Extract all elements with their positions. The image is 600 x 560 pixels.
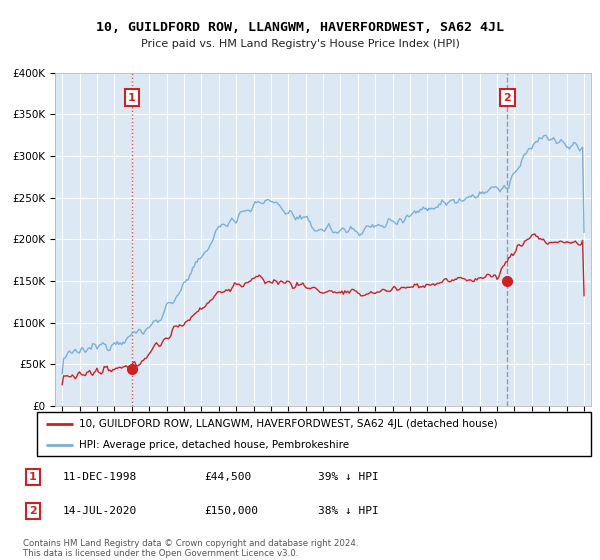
Text: HPI: Average price, detached house, Pembrokeshire: HPI: Average price, detached house, Pemb… (79, 440, 349, 450)
Text: 11-DEC-1998: 11-DEC-1998 (63, 472, 137, 482)
Text: £44,500: £44,500 (204, 472, 251, 482)
Text: £150,000: £150,000 (204, 506, 258, 516)
Text: 2: 2 (29, 506, 37, 516)
Text: 2: 2 (503, 93, 511, 103)
Text: 10, GUILDFORD ROW, LLANGWM, HAVERFORDWEST, SA62 4JL (detached house): 10, GUILDFORD ROW, LLANGWM, HAVERFORDWES… (79, 419, 497, 429)
Text: 39% ↓ HPI: 39% ↓ HPI (318, 472, 379, 482)
Text: 1: 1 (29, 472, 37, 482)
Text: 38% ↓ HPI: 38% ↓ HPI (318, 506, 379, 516)
Text: 14-JUL-2020: 14-JUL-2020 (63, 506, 137, 516)
Text: 1: 1 (128, 93, 136, 103)
Text: Contains HM Land Registry data © Crown copyright and database right 2024.
This d: Contains HM Land Registry data © Crown c… (23, 539, 358, 558)
Text: 10, GUILDFORD ROW, LLANGWM, HAVERFORDWEST, SA62 4JL: 10, GUILDFORD ROW, LLANGWM, HAVERFORDWES… (96, 21, 504, 34)
Text: Price paid vs. HM Land Registry's House Price Index (HPI): Price paid vs. HM Land Registry's House … (140, 39, 460, 49)
